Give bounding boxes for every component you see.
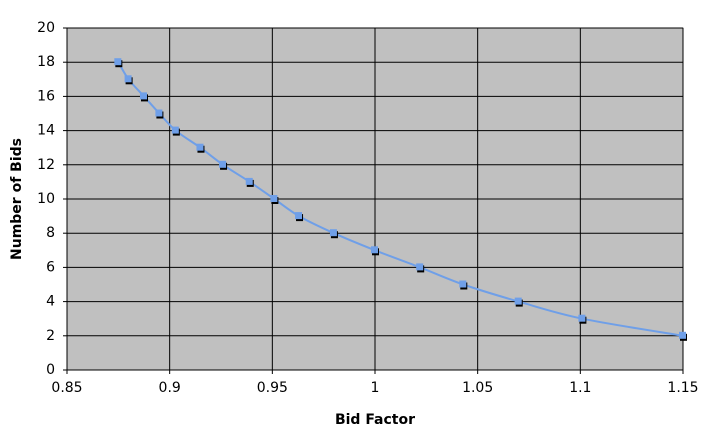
marker <box>245 177 254 187</box>
x-tick-label: 1.1 <box>569 380 591 396</box>
marker-face <box>514 297 522 305</box>
marker <box>514 297 523 307</box>
marker <box>124 75 133 85</box>
y-tick-label: 6 <box>46 259 55 275</box>
marker <box>171 126 180 136</box>
marker <box>329 229 338 239</box>
marker-face <box>124 75 132 83</box>
y-tick-label: 8 <box>46 225 55 241</box>
x-tick-label: 0.9 <box>159 380 181 396</box>
y-tick-label: 4 <box>46 294 55 310</box>
y-tick-label: 20 <box>37 20 55 36</box>
marker-face <box>171 126 179 134</box>
marker <box>140 92 148 102</box>
x-tick-label: 1.15 <box>667 380 698 396</box>
marker-face <box>578 314 586 322</box>
marker-face <box>371 246 378 254</box>
marker-face <box>140 92 147 100</box>
y-tick-label: 2 <box>46 328 55 344</box>
marker <box>219 160 228 170</box>
marker <box>679 331 687 341</box>
y-tick-label: 16 <box>37 88 55 104</box>
marker-face <box>459 280 467 288</box>
marker <box>459 280 468 290</box>
marker <box>270 195 279 204</box>
marker <box>196 143 205 153</box>
x-tick-label: 0.85 <box>51 380 82 396</box>
marker-face <box>295 212 303 220</box>
marker-face <box>155 109 163 117</box>
y-tick-label: 18 <box>37 54 55 70</box>
marker-face <box>416 263 424 271</box>
marker <box>114 58 123 68</box>
marker-face <box>245 177 253 185</box>
x-tick-label: 1.05 <box>462 380 493 396</box>
marker <box>155 109 164 119</box>
marker <box>295 212 304 222</box>
y-tick-label: 0 <box>46 362 55 378</box>
y-axis-title: Number of Bids <box>9 138 25 260</box>
x-axis-title: Bid Factor <box>335 412 415 428</box>
marker-face <box>196 143 204 151</box>
y-tick-label: 10 <box>37 191 55 207</box>
marker-face <box>329 229 337 237</box>
x-tick-label: 0.95 <box>257 380 288 396</box>
marker <box>416 263 425 273</box>
marker <box>578 314 587 324</box>
y-tick-label: 12 <box>37 157 55 173</box>
marker-face <box>219 160 227 168</box>
y-tick-label: 14 <box>37 123 55 139</box>
marker-face <box>114 58 122 66</box>
marker <box>371 246 379 256</box>
marker-face <box>270 195 278 202</box>
marker-face <box>679 331 686 339</box>
x-tick-label: 1 <box>371 380 380 396</box>
